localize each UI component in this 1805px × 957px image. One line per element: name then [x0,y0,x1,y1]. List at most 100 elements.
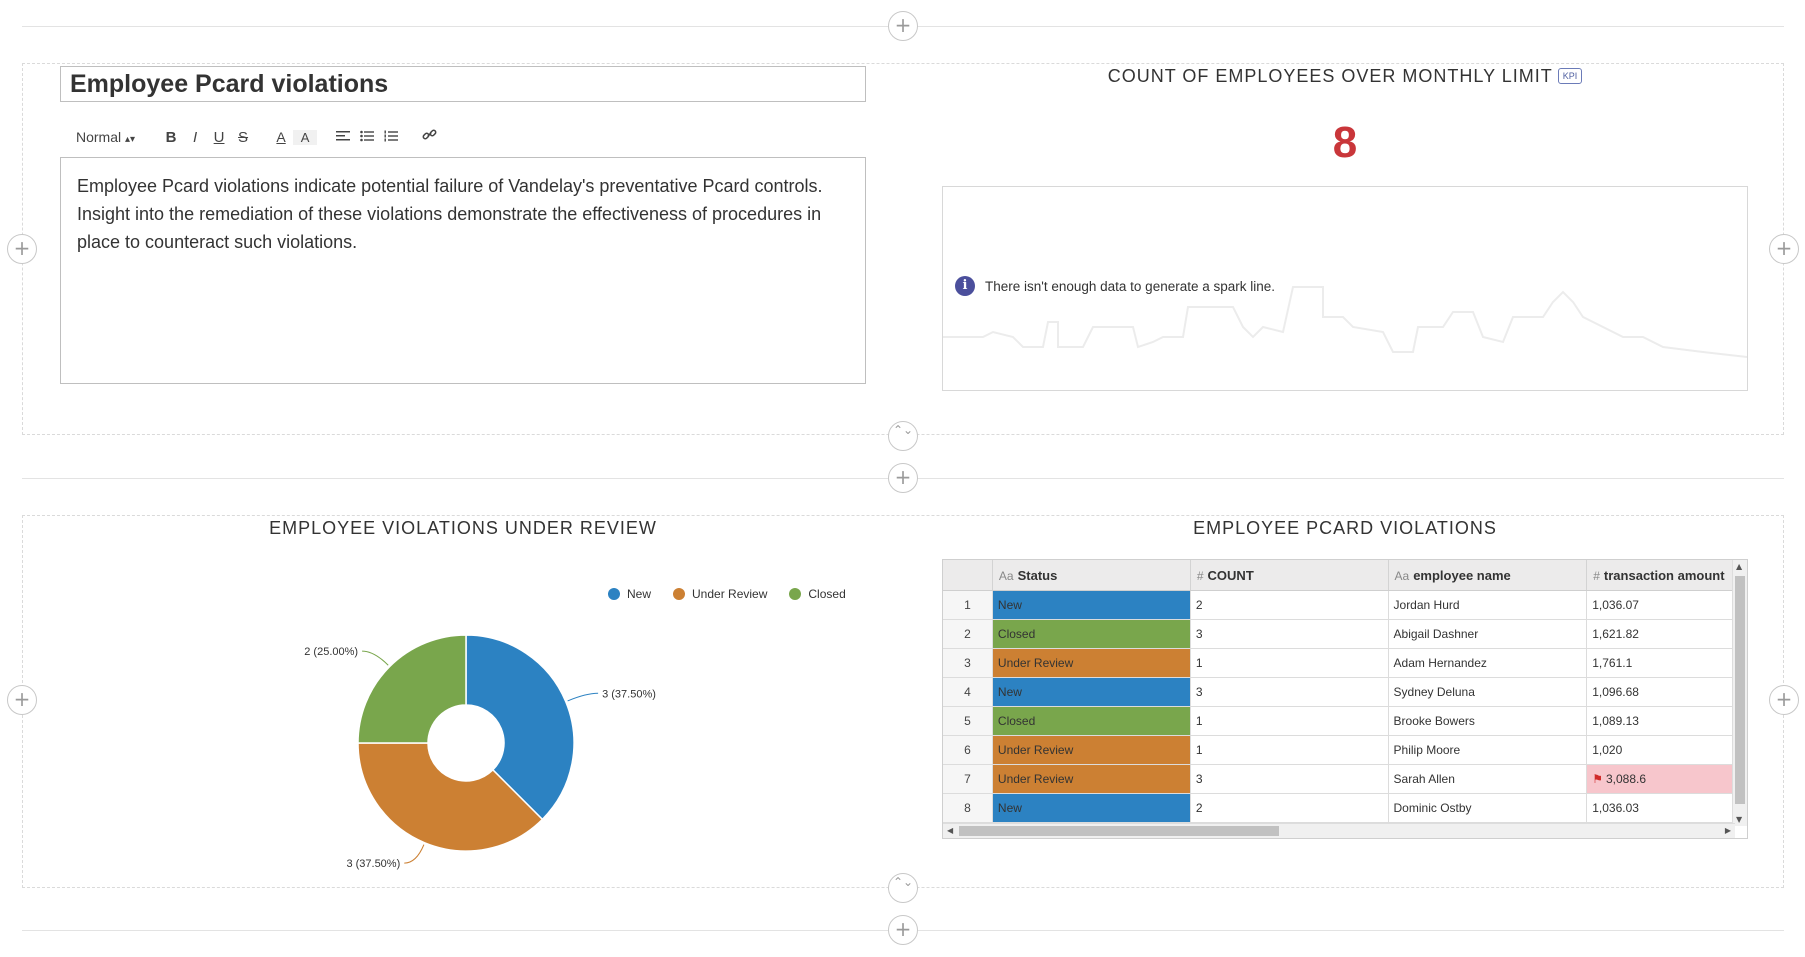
scroll-up-arrow-icon[interactable]: ▲ [1736,562,1743,571]
skyline-placeholder-graphic [943,286,1747,358]
legend-item-closed[interactable]: Closed [789,587,846,601]
cell-count[interactable]: 1 [1190,706,1389,736]
pie-leader-line [567,692,599,702]
table-row[interactable]: 3 Under Review 1 Adam Hernandez 1,761.1 [943,648,1747,678]
add-widget-right-plus-icon[interactable]: + [1769,685,1799,715]
cell-employee-name[interactable]: Dominic Ostby [1388,793,1588,823]
cell-transaction-amount[interactable]: 1,089.13 [1586,706,1747,736]
cell-status[interactable]: New [992,590,1191,620]
vertical-scrollbar[interactable]: ▲ ▼ [1732,560,1747,826]
vertical-scroll-thumb[interactable] [1735,576,1745,804]
scroll-left-arrow-icon[interactable]: ◀ [947,826,954,835]
info-icon: i [955,276,975,296]
cell-transaction-amount[interactable]: ⚑ 3,088.6 [1586,764,1747,794]
table-row[interactable]: 1 New 2 Jordan Hurd 1,036.07 [943,590,1747,620]
column-header-status[interactable]: Aa Status [992,560,1191,591]
cell-employee-name[interactable]: Jordan Hurd [1388,590,1588,620]
bold-button[interactable]: B [165,128,177,146]
cell-status[interactable]: Under Review [992,735,1191,765]
cell-count[interactable]: 1 [1190,648,1389,678]
add-row-plus-icon[interactable]: + [888,11,918,41]
cell-status[interactable]: New [992,793,1191,823]
rich-text-editor[interactable]: Employee Pcard violations indicate poten… [60,157,866,384]
scroll-down-arrow-icon[interactable]: ▼ [1736,815,1743,824]
bullet-list-icon[interactable] [355,129,379,146]
cell-status[interactable]: New [992,677,1191,707]
horizontal-scrollbar[interactable]: ◀ ▶ [943,823,1735,838]
pie-data-label: 2 (25.00%) [304,646,358,658]
cell-status[interactable]: Closed [992,706,1191,736]
row-index: 7 [943,764,993,794]
italic-button[interactable]: I [192,128,198,146]
cell-employee-name[interactable]: Sarah Allen [1388,764,1588,794]
donut-chart: 3 (37.50%) 3 (37.50%) 2 (25.00%) [304,634,656,870]
add-widget-right-plus-icon[interactable]: + [1769,234,1799,264]
cell-count[interactable]: 1 [1190,735,1389,765]
row-resize-handle-icon[interactable]: ⌃⌄ [888,873,918,903]
row-index: 2 [943,619,993,649]
row-index: 6 [943,735,993,765]
scroll-right-arrow-icon[interactable]: ▶ [1724,826,1731,835]
pie-slice-closed[interactable] [357,634,467,744]
editor-toolbar: Normal ▴▾ B I U S A A [66,126,441,148]
cell-status[interactable]: Under Review [992,764,1191,794]
add-row-plus-icon[interactable]: + [888,915,918,945]
data-table: Aa Status # COUNT Aa employee name # transac… [942,559,1748,839]
pie-slice-new[interactable] [465,634,575,821]
legend-label-closed: Closed [808,587,846,601]
link-icon[interactable] [417,128,441,146]
text-widget-title-input[interactable]: Employee Pcard violations [60,66,866,102]
table-row[interactable]: 7 Under Review 3 Sarah Allen ⚑ 3,088.6 [943,764,1747,794]
kpi-widget-title: COUNT OF EMPLOYEES OVER MONTHLY LIMIT KPI [942,66,1748,87]
cell-transaction-amount[interactable]: 1,036.07 [1586,590,1747,620]
legend-item-under-review[interactable]: Under Review [673,587,767,601]
underline-button[interactable]: U [213,128,225,146]
cell-transaction-amount[interactable]: 1,020 [1586,735,1747,765]
cell-employee-name[interactable]: Adam Hernandez [1388,648,1588,678]
table-row[interactable]: 4 New 3 Sydney Deluna 1,096.68 [943,677,1747,707]
legend-label-under-review: Under Review [692,587,768,601]
font-color-icon[interactable]: A [276,129,286,145]
flag-icon: ⚑ [1592,772,1603,786]
pie-leader-line [362,650,389,666]
cell-count[interactable]: 2 [1190,590,1389,620]
cell-status[interactable]: Under Review [992,648,1191,678]
row-index: 4 [943,677,993,707]
cell-employee-name[interactable]: Sydney Deluna [1388,677,1588,707]
background-color-icon[interactable]: A [293,129,318,145]
table-row[interactable]: 2 Closed 3 Abigail Dashner 1,621.82 [943,619,1747,649]
table-header-row: Aa Status # COUNT Aa employee name # transac… [943,560,1747,591]
table-row[interactable]: 6 Under Review 1 Philip Moore 1,020 [943,735,1747,765]
cell-count[interactable]: 3 [1190,619,1389,649]
column-header-employee-name[interactable]: Aa employee name [1388,560,1588,591]
table-row[interactable]: 8 New 2 Dominic Ostby 1,036.03 [943,793,1747,823]
pie-leader-line [404,844,425,864]
cell-employee-name[interactable]: Brooke Bowers [1388,706,1588,736]
add-row-plus-icon[interactable]: + [888,463,918,493]
cell-count[interactable]: 3 [1190,677,1389,707]
cell-transaction-amount[interactable]: 1,036.03 [1586,793,1747,823]
cell-employee-name[interactable]: Philip Moore [1388,735,1588,765]
column-header-count[interactable]: # COUNT [1190,560,1389,591]
table-row[interactable]: 5 Closed 1 Brooke Bowers 1,089.13 [943,706,1747,736]
numbered-list-icon[interactable] [379,129,403,146]
cell-transaction-amount[interactable]: 1,096.68 [1586,677,1747,707]
legend-item-new[interactable]: New [608,587,651,601]
cell-transaction-amount[interactable]: 1,761.1 [1586,648,1747,678]
pie-slice-under-review[interactable] [357,742,544,852]
add-widget-left-plus-icon[interactable]: + [7,685,37,715]
cell-transaction-amount[interactable]: 1,621.82 [1586,619,1747,649]
row-resize-handle-icon[interactable]: ⌃⌄ [888,421,918,451]
column-header-transaction-amount[interactable]: # transaction amount [1586,560,1747,591]
add-widget-left-plus-icon[interactable]: + [7,234,37,264]
cell-count[interactable]: 2 [1190,793,1389,823]
horizontal-scroll-thumb[interactable] [959,826,1279,836]
cell-status[interactable]: Closed [992,619,1191,649]
row-index: 8 [943,793,993,823]
cell-employee-name[interactable]: Abigail Dashner [1388,619,1588,649]
align-left-icon[interactable] [331,129,355,146]
cell-count[interactable]: 3 [1190,764,1389,794]
strikethrough-button[interactable]: S [238,128,249,146]
format-select[interactable]: Normal ▴▾ [76,129,136,145]
row-index: 5 [943,706,993,736]
